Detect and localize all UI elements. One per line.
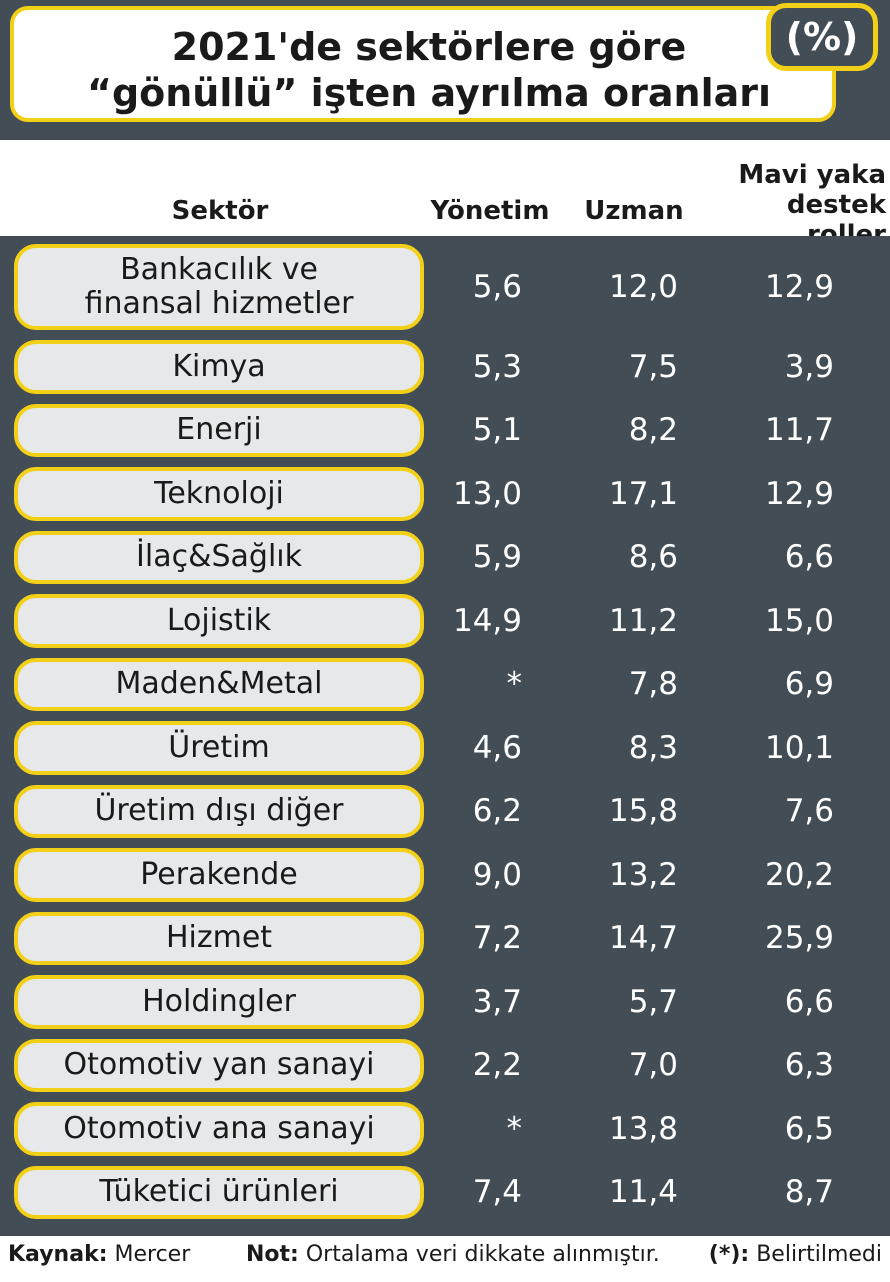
cell-uzman: 11,2: [608, 602, 678, 639]
cell-uzman: 12,0: [608, 269, 678, 305]
cell-uzman: 11,4: [608, 1174, 678, 1211]
cell-mavi: 6,6: [784, 983, 834, 1020]
table-row: [400, 1165, 890, 1219]
row-sector-label: Enerji: [14, 403, 424, 457]
footer-source-value: Mercer: [114, 1242, 191, 1267]
row-sector-label: Perakende: [14, 848, 424, 902]
cell-yonetim: 5,9: [472, 539, 522, 576]
cell-mavi: 7,6: [784, 793, 834, 830]
cell-uzman: 15,8: [608, 793, 678, 830]
table-row: [400, 594, 890, 648]
unit-badge: (%): [766, 3, 878, 71]
table-row: [400, 975, 890, 1029]
cell-uzman: 7,8: [628, 666, 678, 703]
cell-uzman: 17,1: [608, 475, 678, 512]
header-uzman: Uzman: [584, 196, 684, 226]
cell-uzman: 13,2: [608, 856, 678, 893]
row-sector-label: Maden&Metal: [14, 657, 424, 711]
row-sector-label: Tüketici ürünleri: [14, 1165, 424, 1219]
cell-mavi: 6,5: [784, 1110, 834, 1147]
cell-uzman: 5,7: [628, 983, 678, 1020]
cell-mavi: 6,9: [784, 666, 834, 703]
footer-star-note: (*): Belirtilmedi: [709, 1240, 882, 1270]
table-row: [400, 244, 890, 330]
cell-uzman: 7,0: [628, 1047, 678, 1084]
cell-yonetim: 5,6: [472, 269, 522, 305]
table-row: [400, 530, 890, 584]
row-sector-label: Kimya: [14, 340, 424, 394]
cell-yonetim: 9,0: [472, 856, 522, 893]
table-row: [400, 721, 890, 775]
row-sector-label: Lojistik: [14, 594, 424, 648]
table-row: [400, 657, 890, 711]
row-sector-label: Teknoloji: [14, 467, 424, 521]
title-line-1: 2021'de sektörlere göre: [171, 25, 687, 69]
cell-mavi: 15,0: [764, 602, 834, 639]
table-row: [400, 911, 890, 965]
header-yonetim: Yönetim: [430, 196, 550, 226]
row-sector-label: Üretim dışı diğer: [14, 784, 424, 838]
cell-yonetim: 6,2: [472, 793, 522, 830]
footer: Kaynak: Mercer Not: Ortalama veri dikkat…: [0, 1240, 890, 1282]
footer-star-label: (*):: [708, 1242, 750, 1267]
cell-uzman: 8,3: [628, 729, 678, 766]
footer-note: Not: Ortalama veri dikkate alınmıştır.: [246, 1240, 660, 1270]
table-row: [400, 1038, 890, 1092]
row-sector-label: İlaç&Sağlık: [14, 530, 424, 584]
footer-note-value: Ortalama veri dikkate alınmıştır.: [305, 1242, 660, 1267]
row-sector-label: Otomotiv yan sanayi: [14, 1038, 424, 1092]
row-sector-label: Bankacılık ve finansal hizmetler: [14, 244, 424, 330]
cell-yonetim: 4,6: [472, 729, 522, 766]
row-sector-label: Otomotiv ana sanayi: [14, 1102, 424, 1156]
cell-mavi: 10,1: [764, 729, 834, 766]
cell-mavi: 12,9: [764, 475, 834, 512]
cell-mavi: 6,6: [784, 539, 834, 576]
cell-yonetim: 7,4: [472, 1174, 522, 1211]
cell-yonetim: 2,2: [472, 1047, 522, 1084]
title-band: 2021'de sektörlere göre “gönüllü” işten …: [0, 0, 890, 140]
cell-uzman: 7,5: [628, 348, 678, 385]
footer-star-value: Belirtilmedi: [756, 1242, 882, 1267]
table-row: [400, 467, 890, 521]
cell-mavi: 6,3: [784, 1047, 834, 1084]
cell-mavi: 11,7: [764, 412, 834, 449]
cell-mavi: 25,9: [764, 920, 834, 957]
cell-mavi: 3,9: [784, 348, 834, 385]
cell-yonetim: 5,1: [472, 412, 522, 449]
table-row: [400, 784, 890, 838]
row-sector-label: Hizmet: [14, 911, 424, 965]
header-mavi-yaka: Mavi yaka destek roller: [700, 160, 886, 250]
cell-mavi: 20,2: [764, 856, 834, 893]
footer-source: Kaynak: Mercer: [8, 1240, 190, 1270]
cell-yonetim: *: [506, 666, 523, 703]
table-row: [400, 848, 890, 902]
table-row: [400, 1102, 890, 1156]
cell-yonetim: 5,3: [472, 348, 522, 385]
row-sector-label: Üretim: [14, 721, 424, 775]
table-row: [400, 340, 890, 394]
header-sektor: Sektör: [171, 196, 269, 226]
cell-yonetim: 13,0: [452, 475, 522, 512]
cell-yonetim: 14,9: [452, 602, 522, 639]
row-sector-label: Holdingler: [14, 975, 424, 1029]
table-row: [400, 403, 890, 457]
title-line-2: “gönüllü” işten ayrılma oranları: [86, 71, 772, 115]
cell-uzman: 13,8: [608, 1110, 678, 1147]
header-mavi-line-1: Mavi yaka: [738, 160, 886, 190]
cell-yonetim: *: [506, 1110, 523, 1147]
footer-note-label: Not:: [246, 1242, 299, 1267]
chart-title: 2021'de sektörlere göre “gönüllü” işten …: [44, 24, 814, 116]
cell-mavi: 12,9: [764, 269, 834, 305]
cell-uzman: 8,2: [628, 412, 678, 449]
title-box: 2021'de sektörlere göre “gönüllü” işten …: [10, 6, 836, 122]
footer-source-label: Kaynak:: [8, 1242, 108, 1267]
cell-yonetim: 3,7: [472, 983, 522, 1020]
cell-mavi: 8,7: [784, 1174, 834, 1211]
cell-uzman: 8,6: [628, 539, 678, 576]
cell-yonetim: 7,2: [472, 920, 522, 957]
cell-uzman: 14,7: [608, 920, 678, 957]
